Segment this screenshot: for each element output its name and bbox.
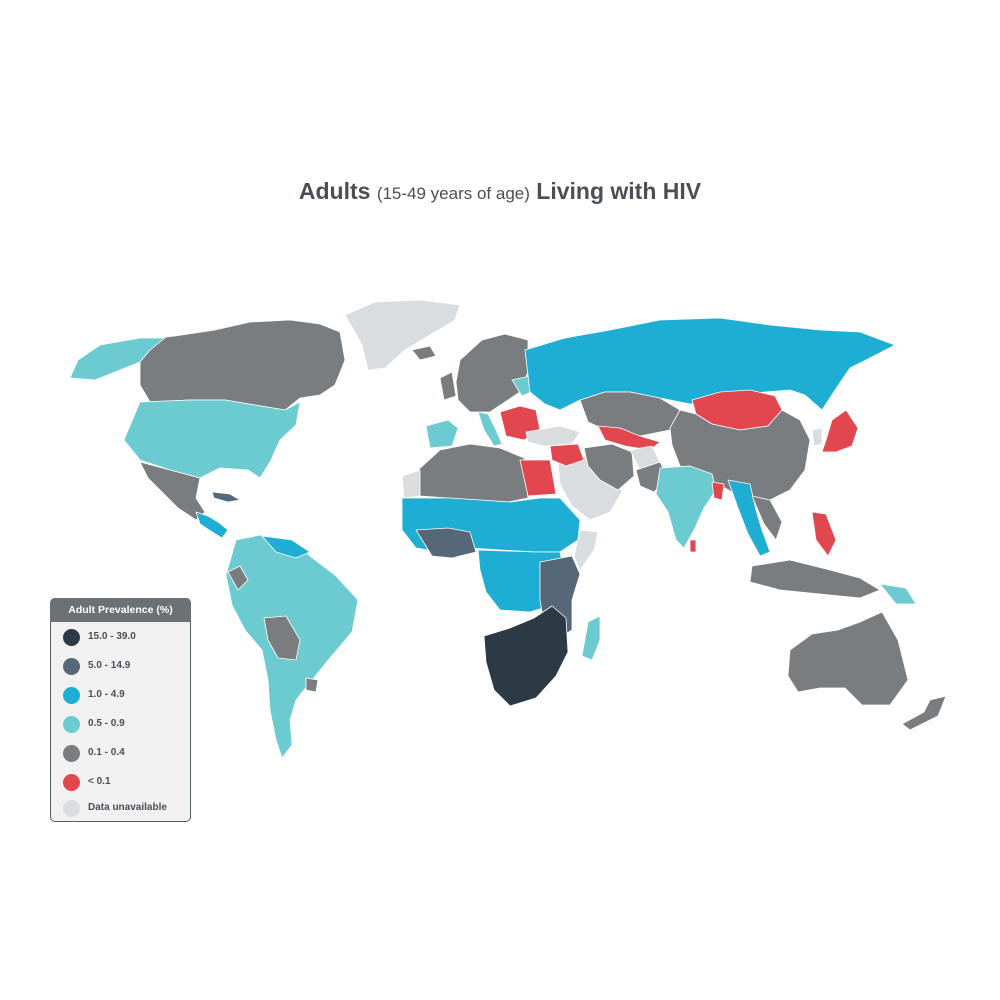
region-egypt	[519, 459, 557, 497]
legend-label: < 0.1	[88, 776, 111, 787]
title-part-3: Living with HIV	[536, 178, 702, 204]
legend: Adult Prevalence (%) 15.0 - 39.0 5.0 - 1…	[50, 598, 191, 822]
legend-swatch	[63, 716, 80, 733]
region-iraq-syria	[549, 443, 585, 467]
region-caribbean	[211, 491, 241, 503]
region-europe	[455, 333, 529, 413]
region-australia	[787, 611, 909, 706]
region-india	[655, 465, 717, 549]
region-venezuela-guyana	[261, 535, 311, 559]
region-uk	[439, 371, 457, 401]
legend-title: Adult Prevalence (%)	[50, 598, 191, 622]
region-north-africa	[417, 443, 529, 503]
legend-label: 5.0 - 14.9	[88, 660, 131, 671]
region-korea	[811, 427, 823, 447]
region-greenland	[344, 299, 461, 371]
region-uruguay	[305, 677, 319, 693]
region-turkey	[525, 425, 581, 447]
region-italy	[477, 411, 503, 447]
region-usa	[123, 399, 301, 479]
legend-swatch	[63, 745, 80, 762]
region-western-sahara	[401, 469, 421, 499]
region-madagascar	[581, 615, 601, 661]
title-part-1: Adults	[298, 178, 371, 204]
legend-label: 0.5 - 0.9	[88, 718, 125, 729]
region-uzbekistan-turkmenistan	[597, 425, 661, 451]
region-japan	[821, 409, 859, 453]
legend-label: 15.0 - 39.0	[88, 631, 136, 642]
legend-swatch	[63, 800, 80, 817]
region-central-america	[195, 511, 229, 539]
legend-swatch	[63, 774, 80, 791]
region-west-africa	[415, 527, 477, 559]
title-part-2: (15-49 years of age)	[376, 184, 530, 203]
legend-label: 0.1 - 0.4	[88, 747, 125, 758]
region-colombia	[227, 565, 249, 591]
region-iceland	[411, 345, 437, 361]
legend-swatch	[63, 658, 80, 675]
region-new-zealand	[901, 695, 947, 731]
region-nepal-bangladesh	[711, 481, 725, 501]
region-horn-of-africa	[573, 529, 599, 571]
region-iran	[583, 443, 635, 491]
legend-label: 1.0 - 4.9	[88, 689, 125, 700]
region-sri-lanka	[689, 539, 697, 553]
region-canada	[139, 319, 346, 411]
region-indonesia-malaysia	[749, 559, 881, 599]
map-title: Adults (15-49 years of age) Living with …	[0, 178, 1000, 205]
region-bolivia-paraguay	[263, 615, 301, 661]
region-papua-new-guinea	[879, 583, 917, 605]
region-southern-africa	[483, 605, 569, 707]
region-iberia	[425, 419, 459, 449]
region-vietnam-laos	[751, 495, 783, 541]
legend-swatch	[63, 687, 80, 704]
region-philippines	[811, 511, 837, 557]
region-alaska	[69, 337, 166, 381]
legend-label: Data unavailable	[88, 802, 167, 813]
region-myanmar-thailand	[727, 479, 771, 557]
legend-swatch	[63, 629, 80, 646]
